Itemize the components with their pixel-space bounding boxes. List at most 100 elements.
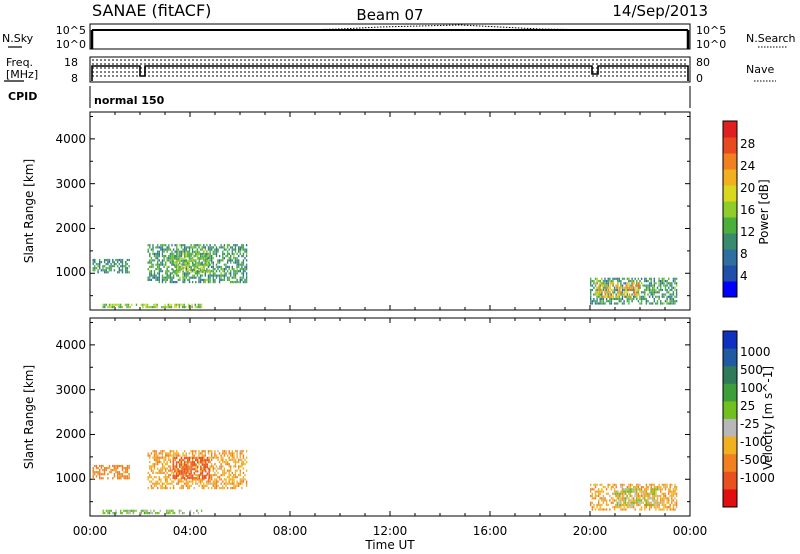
power-cell [193, 250, 196, 254]
velocity-cell [174, 452, 176, 455]
velocity-cell [664, 488, 667, 491]
power-cell [228, 265, 230, 268]
velocity-cell [605, 503, 608, 507]
power-cb-tick-8: 8 [740, 247, 748, 261]
velocity-cell [192, 468, 194, 471]
power-cell [92, 263, 94, 266]
power-cell [612, 295, 615, 298]
power-cell [648, 291, 651, 294]
velocity-cell [126, 509, 128, 512]
power-cell [188, 306, 190, 309]
power-cell [664, 300, 667, 303]
velocity-cell [112, 464, 114, 468]
velocity-cell [110, 471, 112, 474]
power-cell [598, 280, 600, 283]
power-cell [179, 250, 181, 253]
power-cell [598, 291, 600, 294]
velocity-cell [180, 459, 183, 462]
velocity-cell [217, 471, 219, 474]
velocity-cell [209, 482, 211, 485]
power-cell [596, 288, 598, 292]
power-cell [188, 268, 191, 271]
velocity-cell [644, 490, 646, 493]
velocity-cell [103, 473, 106, 476]
velocity-cell [655, 501, 657, 504]
velocity-cell [152, 450, 154, 453]
power-cell [245, 274, 248, 277]
velocity-cell [215, 480, 218, 483]
power-cell [184, 259, 186, 262]
velocity-cell [157, 480, 159, 483]
power-cell [161, 261, 164, 264]
velocity-cell [215, 482, 218, 485]
power-cell [188, 264, 191, 267]
velocity-cell [148, 512, 150, 515]
velocity-cell [156, 512, 158, 515]
velocity-cell [222, 474, 224, 477]
velocity-cell [163, 461, 165, 464]
velocity-cell [180, 472, 183, 475]
velocity-cell [218, 487, 221, 490]
velocity-cell [193, 512, 195, 515]
velocity-cell [182, 480, 184, 483]
power-cell [169, 257, 172, 260]
velocity-cell [209, 465, 211, 468]
power-cell [157, 261, 159, 264]
power-cell [244, 281, 246, 284]
velocity-cell [234, 471, 237, 474]
power-cell [116, 303, 119, 306]
power-cell [207, 257, 210, 260]
velocity-colorbar-frame [722, 330, 738, 508]
power-cell [606, 286, 608, 289]
velocity-cell [113, 512, 115, 515]
velocity-cell [208, 474, 210, 477]
velocity-cell [658, 501, 660, 504]
power-cell [105, 269, 107, 272]
velocity-cell [139, 512, 141, 515]
power-cell [214, 278, 216, 281]
power-cell [195, 272, 197, 275]
power-cell [222, 259, 224, 262]
velocity-cell [185, 465, 187, 468]
power-cell [601, 288, 603, 292]
velocity-y-axis-label: Slant Range [km] [22, 365, 36, 469]
power-cell [611, 288, 613, 292]
velocity-cell [152, 482, 154, 485]
power-cell [230, 270, 232, 273]
velocity-cell [225, 482, 227, 485]
power-cell [153, 274, 156, 277]
power-cell [200, 255, 202, 258]
velocity-cell [150, 452, 153, 455]
power-cell [612, 288, 615, 292]
velocity-cell [157, 461, 159, 464]
freq-right-tick-top: 80 [696, 56, 710, 69]
power-cell [149, 252, 151, 255]
power-cell [161, 255, 164, 258]
velocity-cell [187, 487, 189, 490]
power-cell [223, 278, 226, 281]
velocity-cell [207, 487, 210, 490]
velocity-cell [664, 497, 667, 500]
velocity-cell [625, 492, 627, 495]
power-cell [150, 257, 153, 260]
power-cell [648, 295, 651, 298]
power-cell [175, 257, 178, 260]
power-cell [628, 293, 631, 296]
power-cell [209, 259, 211, 262]
velocity-cell [239, 454, 241, 457]
velocity-cell [228, 465, 230, 468]
power-cell [217, 261, 219, 264]
velocity-cell [620, 483, 622, 486]
velocity-cell [640, 499, 643, 502]
velocity-cell [196, 478, 199, 481]
power-cell [635, 293, 637, 296]
power-cell [233, 261, 235, 264]
velocity-cell [228, 482, 230, 485]
velocity-cell [158, 461, 160, 464]
power-cell [242, 272, 245, 275]
velocity-cell [674, 483, 676, 486]
power-cell [231, 281, 233, 284]
freq-left-tick-bottom: 8 [71, 72, 78, 85]
velocity-cell [174, 468, 176, 471]
velocity-cell [674, 488, 676, 491]
